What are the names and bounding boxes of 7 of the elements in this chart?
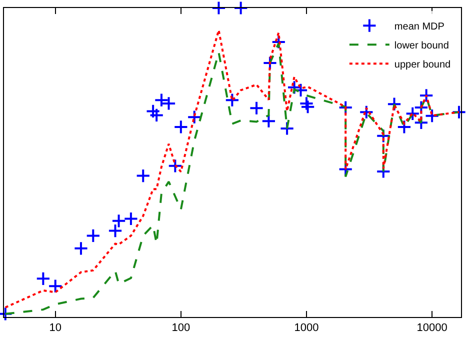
legend-label: mean MDP xyxy=(394,21,445,32)
x-tick-label: 10000 xyxy=(416,322,448,334)
legend-label: lower bound xyxy=(394,40,449,52)
x-tick-label: 1000 xyxy=(294,322,319,334)
x-tick-label: 10 xyxy=(49,322,62,334)
legend-label: upper bound xyxy=(394,59,451,70)
x-tick-label: 100 xyxy=(172,322,190,334)
